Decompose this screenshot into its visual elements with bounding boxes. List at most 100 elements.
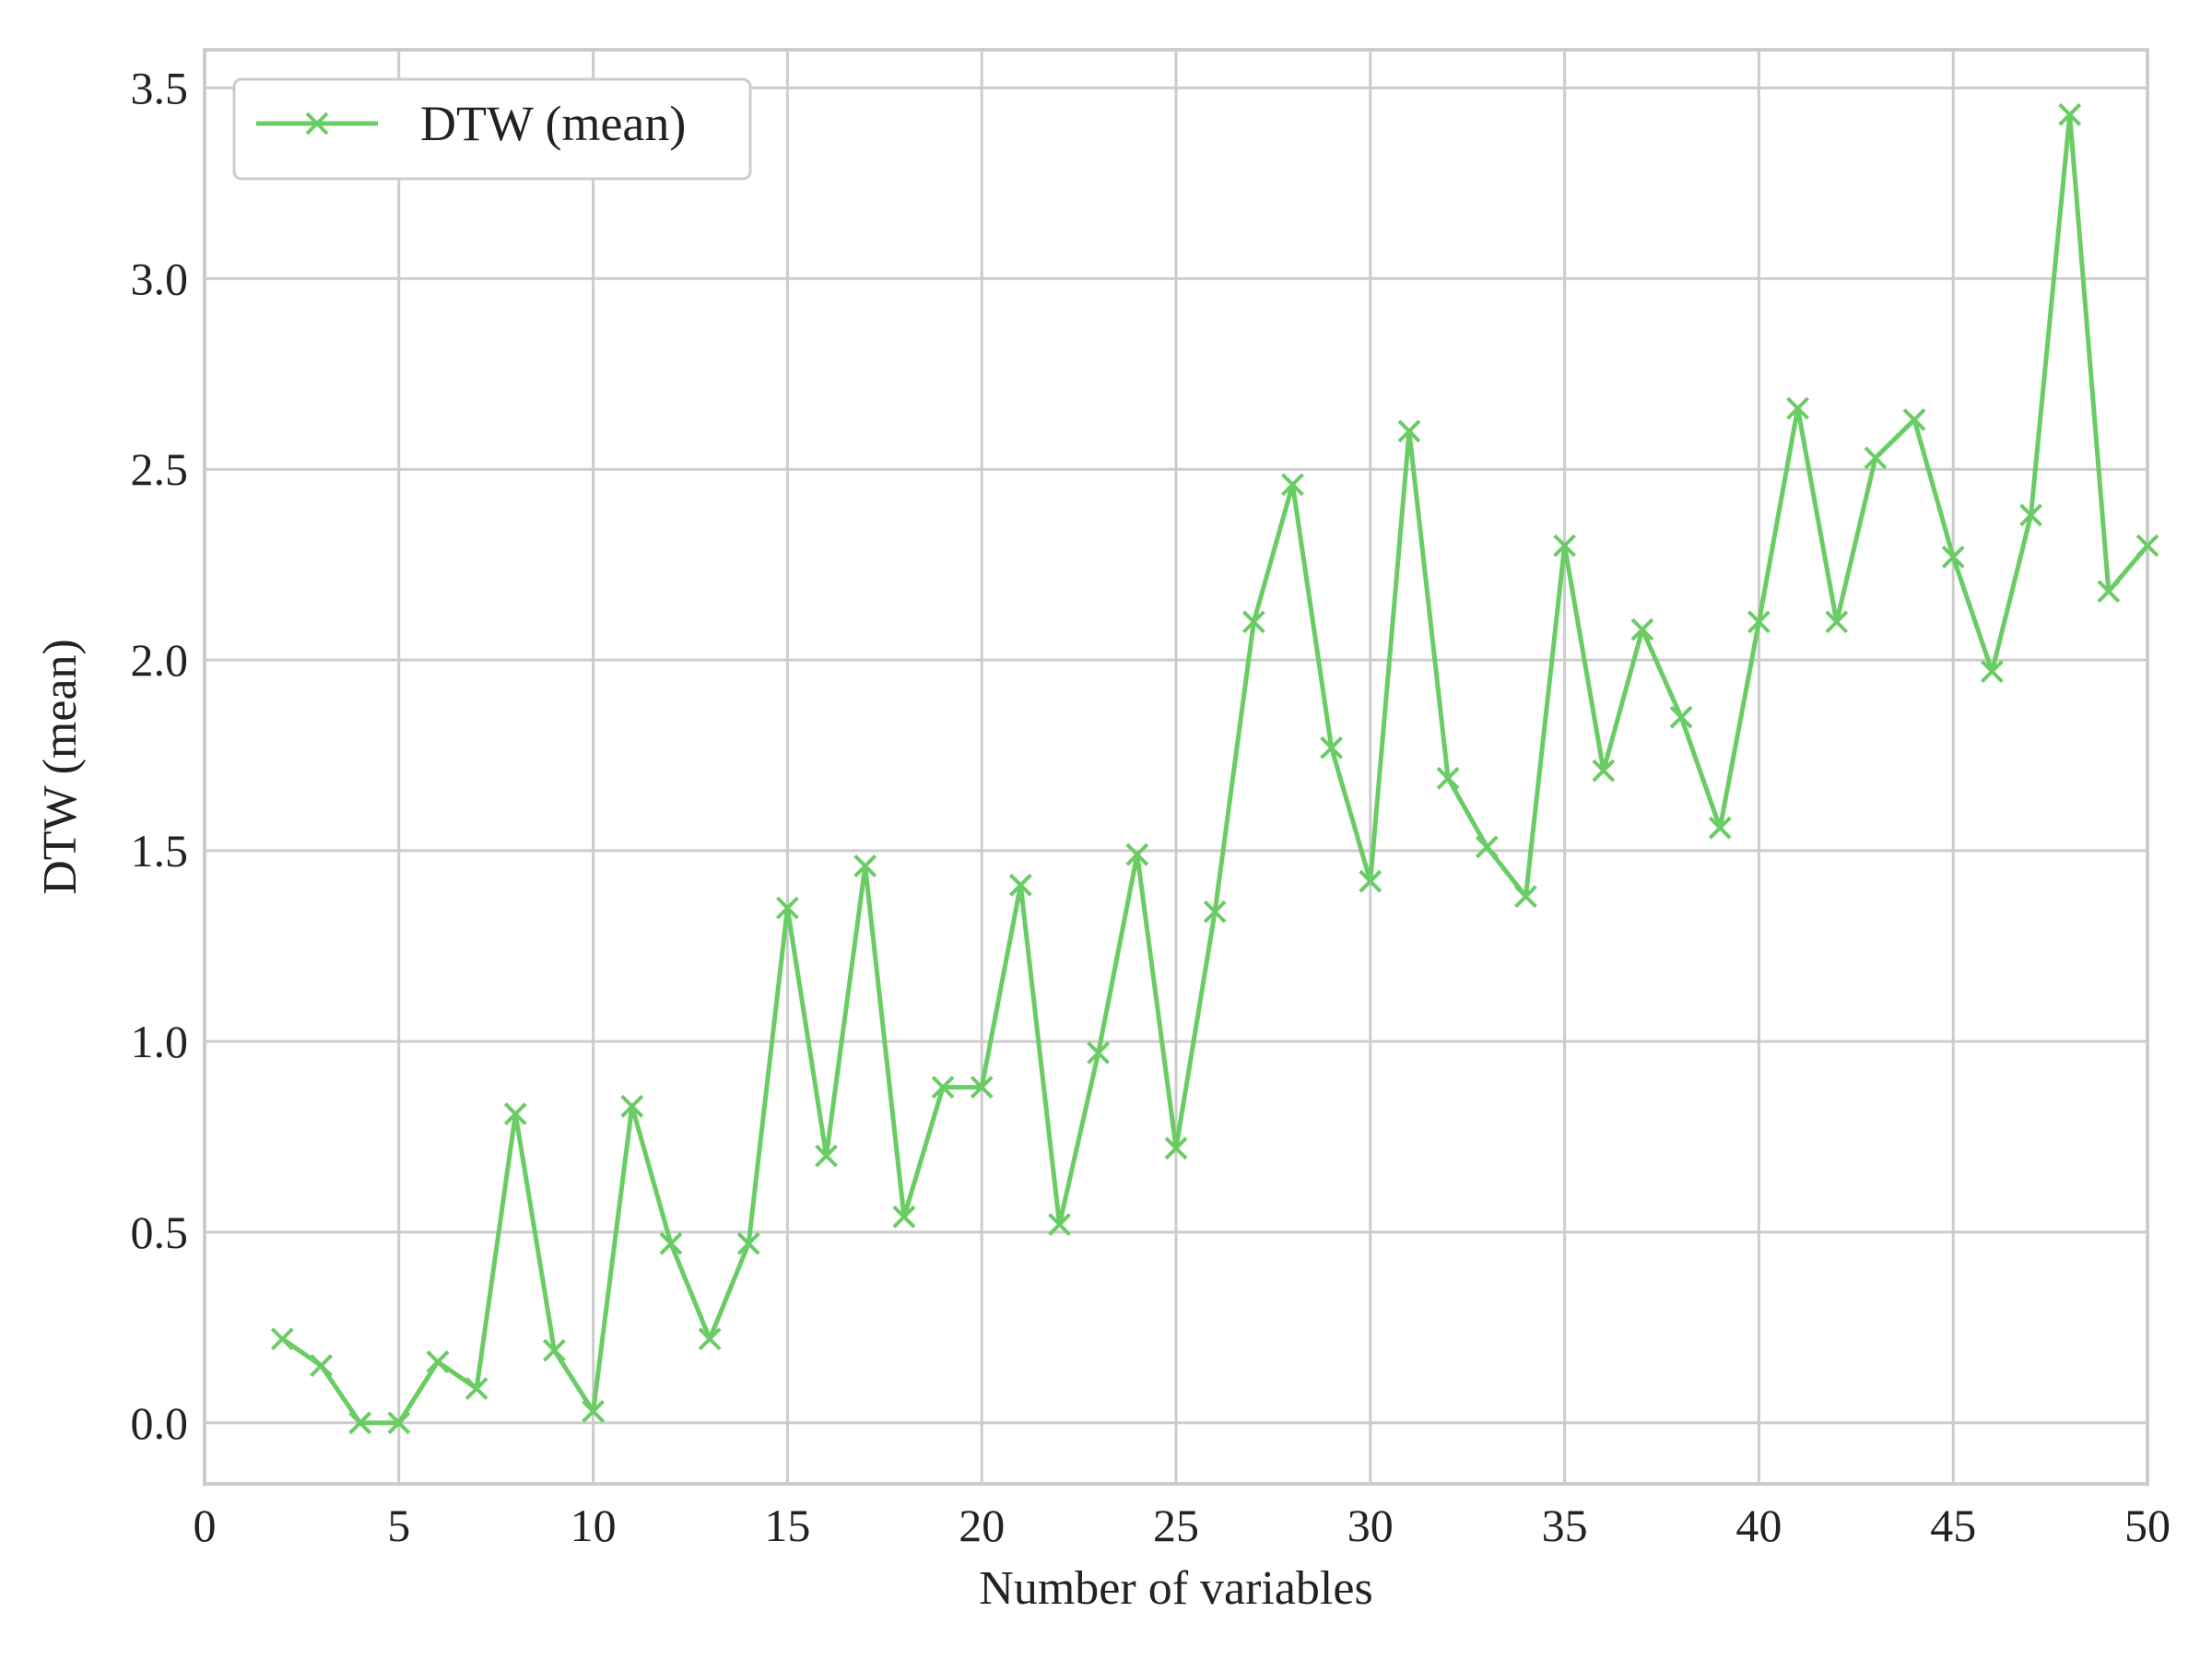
marker-stroke xyxy=(582,1399,606,1423)
data-point-marker xyxy=(270,1327,294,1351)
marker-stroke xyxy=(1436,767,1460,790)
data-point-marker xyxy=(2019,503,2042,527)
marker-stroke xyxy=(892,1205,916,1229)
data-point-marker xyxy=(1087,1041,1111,1065)
marker-stroke xyxy=(270,1327,294,1351)
marker-stroke xyxy=(1320,735,1344,759)
x-tick-label: 10 xyxy=(571,1500,617,1551)
legend-box xyxy=(232,77,752,181)
y-axis-label: DTW (mean) xyxy=(34,639,87,895)
marker-stroke xyxy=(1514,885,1537,909)
data-point-marker xyxy=(931,1076,955,1100)
data-point-marker xyxy=(1008,873,1032,897)
data-point-marker xyxy=(1359,869,1382,893)
data-point-marker xyxy=(1902,408,1926,431)
x-tick-label: 30 xyxy=(1347,1500,1394,1551)
marker-stroke xyxy=(1553,534,1577,558)
legend: DTW (mean) xyxy=(232,77,752,181)
data-point-marker xyxy=(1708,816,1732,840)
marker-stroke xyxy=(1747,610,1771,634)
data-point-marker xyxy=(1864,446,1888,470)
y-tick-label: 0.5 xyxy=(131,1206,189,1258)
marker-stroke xyxy=(1125,842,1149,866)
marker-stroke xyxy=(659,1231,683,1255)
data-point-marker xyxy=(1786,396,1809,420)
data-point-marker xyxy=(1475,835,1499,859)
x-tick-label: 25 xyxy=(1153,1500,1199,1551)
data-point-marker xyxy=(1941,545,1965,569)
marker-stroke xyxy=(1825,610,1849,634)
marker-stroke xyxy=(775,896,799,920)
marker-stroke xyxy=(1048,1213,1071,1237)
data-point-marker xyxy=(1553,534,1577,558)
data-point-marker xyxy=(2136,534,2159,558)
x-tick-label: 40 xyxy=(1735,1500,1782,1551)
marker-stroke xyxy=(970,1076,994,1100)
marker-stroke xyxy=(620,1094,644,1118)
marker-stroke xyxy=(1708,816,1732,840)
marker-stroke xyxy=(1864,446,1888,470)
marker-stroke xyxy=(1359,869,1382,893)
data-point-marker xyxy=(1747,610,1771,634)
marker-stroke xyxy=(465,1377,488,1400)
series-group xyxy=(270,102,2159,1435)
data-point-marker xyxy=(348,1411,372,1435)
grid xyxy=(203,50,2149,1484)
marker-stroke xyxy=(1941,545,1965,569)
data-point-marker xyxy=(1164,1136,1188,1160)
marker-stroke xyxy=(1281,473,1304,497)
data-point-marker xyxy=(620,1094,644,1118)
marker-stroke xyxy=(426,1350,450,1373)
marker-stroke xyxy=(1241,610,1265,634)
legend-label: DTW (mean) xyxy=(420,96,686,151)
data-point-marker xyxy=(659,1231,683,1255)
data-point-marker xyxy=(1125,842,1149,866)
plot-frame xyxy=(203,48,2149,1486)
y-tick-label: 2.0 xyxy=(131,634,189,686)
legend-marker-cross xyxy=(305,112,329,135)
marker-stroke xyxy=(1980,660,2004,683)
marker-stroke xyxy=(853,854,877,878)
data-point-marker xyxy=(698,1327,722,1351)
data-point-marker xyxy=(1436,767,1460,790)
x-axis-ticks: 0 5 10 15 20 25 30 35 40 45 50 xyxy=(194,1500,2171,1551)
data-point-marker xyxy=(1669,705,1693,729)
y-tick-label: 3.5 xyxy=(131,62,189,113)
data-point-marker xyxy=(2058,102,2082,126)
marker-stroke xyxy=(1087,1041,1111,1065)
marker-stroke xyxy=(1592,759,1616,782)
data-point-marker xyxy=(1592,759,1616,782)
marker-stroke xyxy=(348,1411,372,1435)
data-point-marker xyxy=(426,1350,450,1373)
data-point-marker xyxy=(1203,900,1227,924)
x-tick-label: 35 xyxy=(1542,1500,1588,1551)
x-tick-label: 50 xyxy=(2124,1500,2171,1551)
marker-stroke xyxy=(1786,396,1809,420)
x-tick-label: 15 xyxy=(764,1500,810,1551)
data-point-marker xyxy=(1241,610,1265,634)
x-tick-label: 5 xyxy=(387,1500,410,1551)
data-point-marker xyxy=(853,854,877,878)
marker-stroke xyxy=(1164,1136,1188,1160)
data-point-marker xyxy=(503,1102,527,1125)
data-point-marker xyxy=(815,1144,838,1168)
marker-stroke xyxy=(503,1102,527,1125)
y-tick-label: 1.0 xyxy=(131,1016,189,1067)
y-tick-label: 1.5 xyxy=(131,825,189,877)
data-point-marker xyxy=(1825,610,1849,634)
data-point-marker xyxy=(387,1411,411,1435)
data-point-marker xyxy=(582,1399,606,1423)
data-point-marker xyxy=(1048,1213,1071,1237)
marker-stroke xyxy=(1669,705,1693,729)
marker-stroke xyxy=(1630,618,1654,641)
data-point-marker xyxy=(1320,735,1344,759)
marker-stroke xyxy=(1203,900,1227,924)
marker-stroke xyxy=(815,1144,838,1168)
marker-stroke xyxy=(1902,408,1926,431)
marker-stroke xyxy=(1008,873,1032,897)
marker-stroke xyxy=(698,1327,722,1351)
data-point-marker xyxy=(465,1377,488,1400)
data-point-marker xyxy=(543,1338,566,1362)
data-point-marker xyxy=(1514,885,1537,909)
